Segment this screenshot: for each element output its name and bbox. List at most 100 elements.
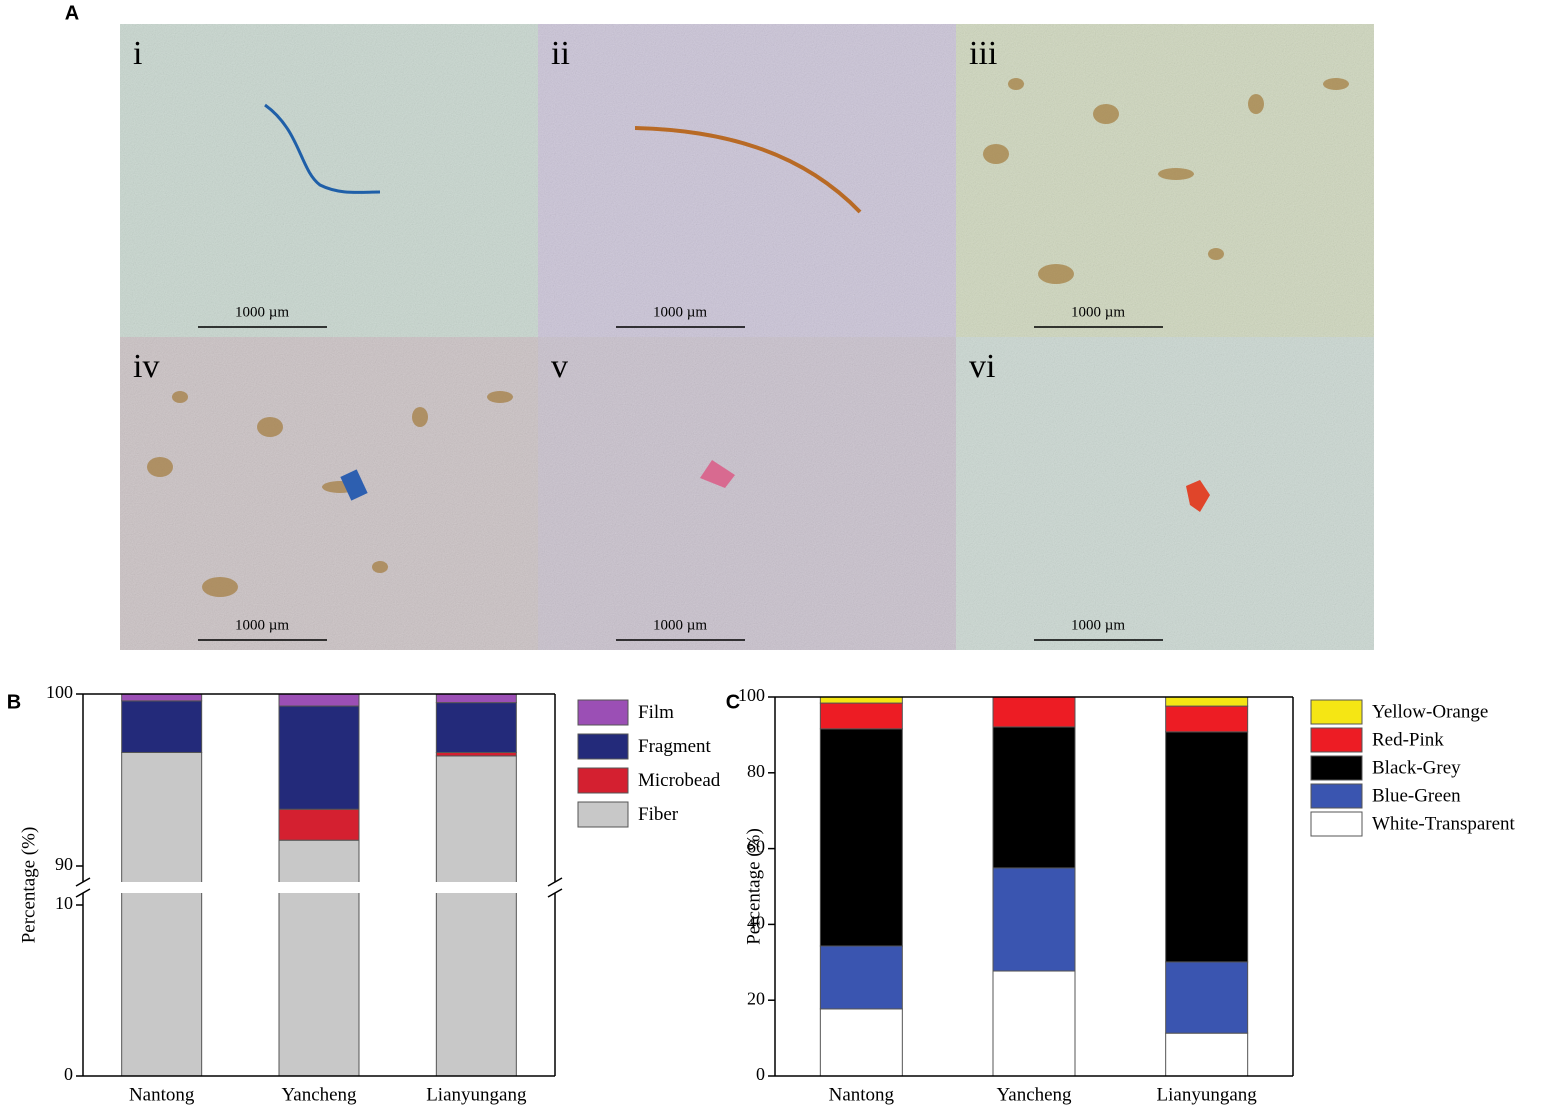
particle (1093, 104, 1119, 124)
scale-label: 1000 µm (1071, 304, 1125, 320)
bar-segment (435, 751, 517, 757)
bar-segment (819, 728, 903, 947)
particle (1158, 168, 1194, 180)
bar-segment (121, 693, 203, 702)
bar-segment (278, 705, 360, 810)
particle (147, 457, 173, 477)
y-tick-label: 60 (747, 837, 765, 857)
y-tick-label: 40 (747, 913, 765, 933)
scale-label: 1000 µm (653, 617, 707, 633)
bar-segment (121, 700, 203, 753)
photo-label: vi (969, 348, 995, 385)
y-tick-label: 0 (64, 1064, 73, 1084)
photo-label: i (133, 35, 142, 72)
legend-label: Black-Grey (1372, 757, 1461, 778)
bar-segment (819, 1008, 903, 1077)
photo (956, 337, 1374, 650)
y-tick-label: 90 (55, 854, 73, 874)
break-mark (75, 888, 91, 898)
panel-label: C (726, 691, 740, 713)
y-tick-label: 80 (747, 761, 765, 781)
bar-segment (121, 751, 203, 1077)
break-mark (547, 877, 563, 887)
photo-label: iii (969, 35, 997, 72)
x-tick-label: Yancheng (281, 1084, 357, 1105)
legend-swatch (577, 699, 629, 726)
bar-segment (278, 839, 360, 1077)
particle (983, 144, 1009, 164)
legend-label: Microbead (638, 770, 721, 791)
y-axis-label: Percentage (%) (743, 828, 764, 945)
bar-segment (435, 702, 517, 753)
bar-segment (819, 702, 903, 730)
legend-swatch (577, 733, 629, 760)
legend-swatch (577, 801, 629, 828)
legend-label: Red-Pink (1372, 729, 1444, 750)
bar-segment (1165, 696, 1249, 707)
legend-label: Fragment (638, 736, 712, 757)
legend-swatch (1310, 783, 1363, 809)
y-axis-label: Percentage (%) (18, 827, 39, 944)
y-tick-label: 100 (46, 682, 73, 702)
particle (1008, 78, 1024, 90)
bar-segment (435, 693, 517, 704)
bar-segment (1165, 1032, 1249, 1077)
particle (1208, 248, 1224, 260)
scale-label: 1000 µm (235, 617, 289, 633)
photo-label: ii (551, 35, 570, 72)
legend-label: Film (638, 702, 674, 723)
bar-segment (992, 696, 1076, 728)
photo-label: iv (133, 348, 159, 385)
legend-swatch (1310, 811, 1363, 837)
bar-segment (435, 755, 517, 1077)
bar-segment (819, 696, 903, 704)
photo (956, 24, 1374, 337)
particle (202, 577, 238, 597)
bar-segment (278, 808, 360, 841)
legend-swatch (1310, 699, 1363, 725)
panel-label: B (7, 691, 21, 713)
particle (700, 460, 735, 488)
particle (1038, 264, 1074, 284)
bars (121, 693, 517, 1077)
y-tick-label: 0 (756, 1064, 765, 1084)
particle (1186, 480, 1210, 512)
axis-break (71, 882, 567, 893)
bars (819, 696, 1249, 1077)
break-mark (75, 877, 91, 887)
particle (1248, 94, 1264, 114)
legend-label: Yellow-Orange (1372, 701, 1488, 722)
photo (120, 24, 538, 337)
bar-segment (992, 726, 1076, 869)
photo (538, 337, 956, 650)
y-tick-label: 20 (747, 988, 765, 1008)
scale-label: 1000 µm (1071, 617, 1125, 633)
x-tick-label: Lianyungang (1157, 1084, 1258, 1105)
legend-label: Blue-Green (1372, 785, 1461, 806)
bar-segment (278, 693, 360, 707)
legend-swatch (577, 767, 629, 794)
particle (264, 103, 381, 194)
bar-segment (1165, 731, 1249, 963)
scale-label: 1000 µm (235, 304, 289, 320)
y-tick-label: 100 (738, 685, 765, 705)
particle (372, 561, 388, 573)
legend-label: White-Transparent (1372, 813, 1516, 834)
x-tick-label: Yancheng (996, 1084, 1072, 1105)
y-tick-label: 10 (55, 893, 73, 913)
particle (487, 391, 513, 403)
panel-label: A (65, 2, 79, 24)
bar-segment (819, 945, 903, 1010)
particle (634, 126, 862, 214)
scale-label: 1000 µm (653, 304, 707, 320)
x-tick-label: Nantong (829, 1084, 895, 1105)
break-mark (547, 888, 563, 898)
bar-segment (992, 867, 1076, 972)
bar-segment (1165, 705, 1249, 733)
legend-swatch (1310, 755, 1363, 781)
x-tick-label: Nantong (129, 1084, 195, 1105)
bar-segment (1165, 961, 1249, 1034)
photo (120, 337, 538, 650)
particle (412, 407, 428, 427)
